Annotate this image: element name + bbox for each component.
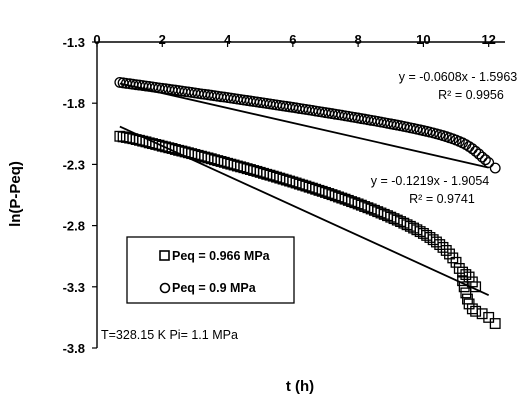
y-tick-label: -3.3 — [63, 280, 85, 295]
trendline-r2-peq-0.966: R² = 0.9741 — [409, 192, 475, 206]
trendline-equation-peq-0.9: y = -0.0608x - 1.5963 — [399, 70, 518, 84]
x-tick-label: 8 — [355, 32, 362, 47]
tick-labels: -1.3 -1.8 -2.3 -2.8 -3.3 -3.8 0 2 4 6 8 10 12 — [63, 32, 496, 356]
data-point-square — [414, 226, 426, 238]
conditions-annotation: T=328.15 K Pi= 1.1 MPa — [101, 328, 238, 342]
data-point-square — [460, 269, 472, 281]
trendline-equation-peq-0.966: y = -0.1219x - 1.9054 — [371, 174, 490, 188]
data-point-circle — [489, 162, 501, 174]
trendline — [119, 82, 489, 169]
data-point-circle — [473, 148, 485, 160]
axes — [92, 41, 505, 349]
data-point-circle — [470, 145, 482, 157]
legend-circle-marker — [159, 282, 171, 294]
data-point-square — [476, 308, 488, 320]
data-point-circle — [479, 154, 491, 166]
legend-label-peq-0.9: Peq = 0.9 MPa — [172, 281, 257, 295]
x-tick-label: 4 — [224, 32, 232, 47]
x-tick-label: 12 — [481, 32, 495, 47]
data-point-circle — [476, 151, 488, 163]
data-point-square — [450, 256, 462, 268]
data-point-square — [489, 318, 501, 329]
legend: Peq = 0.966 MPa Peq = 0.9 MPa — [126, 236, 295, 304]
x-axis-label: t (h) — [286, 378, 314, 395]
legend-box — [126, 236, 295, 304]
data-point-square — [470, 305, 482, 317]
y-tick-label: -2.8 — [63, 219, 85, 234]
x-tick-label: 10 — [416, 32, 430, 47]
data-point-square — [453, 262, 465, 274]
x-tick-label: 0 — [93, 32, 100, 47]
x-tick-label: 2 — [159, 32, 166, 47]
data-point-square — [460, 287, 472, 299]
y-tick-label: -3.8 — [63, 341, 85, 356]
data-point-circle — [466, 143, 478, 155]
x-tick-label: 6 — [289, 32, 296, 47]
data-point-square — [437, 241, 449, 253]
y-tick-label: -1.8 — [63, 96, 85, 111]
data-point-square — [434, 239, 446, 251]
y-axis-label: ln(P-Peq) — [7, 161, 24, 227]
data-point-square — [444, 248, 455, 260]
data-point-square — [440, 244, 452, 256]
y-tick-label: -2.3 — [63, 157, 85, 172]
data-point-square — [483, 311, 495, 323]
data-point-square — [417, 227, 429, 239]
legend-square-marker — [159, 250, 170, 261]
data-point-square — [411, 224, 423, 236]
trendlines — [119, 82, 490, 296]
legend-label-peq-0.966: Peq = 0.966 MPa — [172, 249, 271, 263]
series-peq-0.966-points — [114, 130, 501, 329]
trendline — [119, 125, 490, 296]
series-peq-0.9-points — [114, 76, 501, 174]
y-tick-label: -1.3 — [63, 35, 85, 50]
trendline-r2-peq-0.9: R² = 0.9956 — [438, 88, 504, 102]
